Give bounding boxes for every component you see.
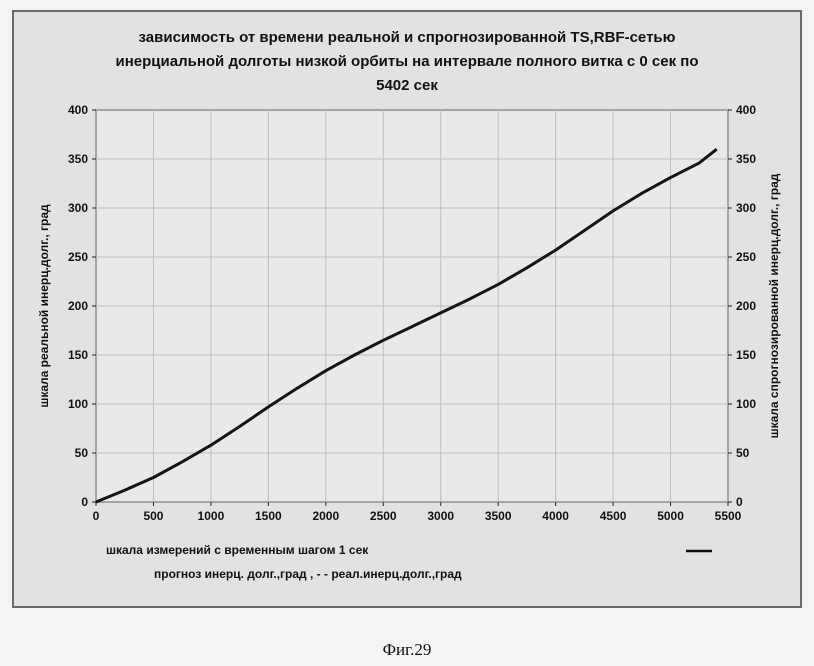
legend-text: прогноз инерц. долг.,град , - - реал.ине… xyxy=(154,567,462,581)
chart-frame: зависимость от времени реальной и спрогн… xyxy=(12,10,802,608)
y-tick-label-left: 50 xyxy=(75,446,89,460)
y-axis-left-ticks: 0 50 100 150 200 250 300 350 400 xyxy=(68,103,96,509)
x-tick-label: 2500 xyxy=(370,509,397,523)
y-tick-label-left: 0 xyxy=(81,495,88,509)
x-tick-label: 500 xyxy=(143,509,163,523)
chart-title-line-3: 5402 сек xyxy=(376,77,438,94)
y-tick-label-right: 50 xyxy=(736,446,750,460)
y-axis-right-ticks: 0 50 100 150 200 250 300 350 400 xyxy=(728,103,756,509)
y-tick-label-right: 0 xyxy=(736,495,743,509)
x-tick-label: 0 xyxy=(93,509,100,523)
y-tick-label-left: 400 xyxy=(68,103,88,117)
figure-caption: Фиг.29 xyxy=(382,640,432,659)
y-tick-label-right: 250 xyxy=(736,250,756,264)
y-tick-label-left: 200 xyxy=(68,299,88,313)
y-tick-label-right: 300 xyxy=(736,201,756,215)
x-tick-label: 1000 xyxy=(198,509,225,523)
x-tick-label: 4000 xyxy=(542,509,569,523)
x-tick-label: 2000 xyxy=(312,509,339,523)
x-tick-label: 3000 xyxy=(427,509,454,523)
y-tick-label-right: 100 xyxy=(736,397,756,411)
y-tick-label-right: 200 xyxy=(736,299,756,313)
y-tick-label-right: 150 xyxy=(736,348,756,362)
y-tick-label-right: 400 xyxy=(736,103,756,117)
x-tick-label: 5500 xyxy=(715,509,742,523)
chart: зависимость от времени реальной и спрогн… xyxy=(37,29,781,581)
chart-title-line-1: зависимость от времени реальной и спрогн… xyxy=(139,29,676,46)
x-tick-label: 4500 xyxy=(600,509,627,523)
x-tick-label: 3500 xyxy=(485,509,512,523)
y-tick-label-left: 150 xyxy=(68,348,88,362)
chart-title-line-2: инерциальной долготы низкой орбиты на ин… xyxy=(116,53,699,70)
y-tick-label-left: 250 xyxy=(68,250,88,264)
y-tick-label-left: 350 xyxy=(68,152,88,166)
series-line-inertial-longitude xyxy=(95,148,718,504)
y-tick-label-left: 300 xyxy=(68,201,88,215)
x-tick-label: 1500 xyxy=(255,509,282,523)
x-axis-ticks: 0 500 1000 1500 2000 2500 3000 3500 4000 4500 5000… xyxy=(93,502,742,523)
y-axis-left-label: шкала реальной инерц.долг., град xyxy=(37,204,51,408)
y-axis-right-label: шкала спрогнозированной инерц.долг., гра… xyxy=(767,173,781,438)
y-tick-label-right: 350 xyxy=(736,152,756,166)
x-axis-label: шкала измерений с временным шагом 1 сек xyxy=(106,543,369,557)
x-tick-label: 5000 xyxy=(657,509,684,523)
y-tick-label-left: 100 xyxy=(68,397,88,411)
